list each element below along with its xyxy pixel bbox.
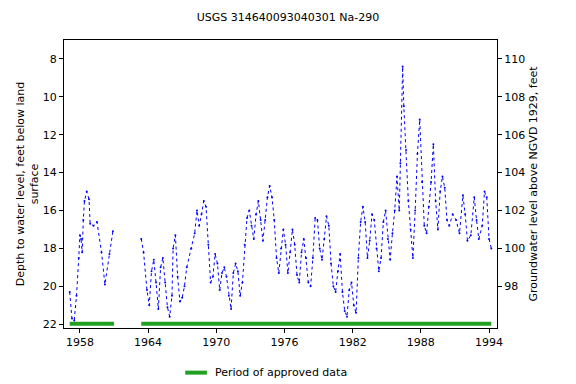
svg-text:Groundwater level above NGVD 1: Groundwater level above NGVD 1929, feet <box>527 66 540 302</box>
svg-text:Depth to water level, feet bel: Depth to water level, feet below landsur… <box>14 82 41 287</box>
svg-text:100: 100 <box>504 242 525 255</box>
svg-text:1982: 1982 <box>339 336 367 349</box>
svg-text:8: 8 <box>50 53 57 66</box>
svg-text:10: 10 <box>43 91 57 104</box>
svg-text:110: 110 <box>504 53 525 66</box>
svg-text:98: 98 <box>504 280 518 293</box>
svg-text:12: 12 <box>43 129 57 142</box>
svg-text:USGS 314640093040301 Na-290: USGS 314640093040301 Na-290 <box>197 11 379 24</box>
svg-text:1988: 1988 <box>407 336 435 349</box>
svg-text:20: 20 <box>43 280 57 293</box>
svg-text:1970: 1970 <box>202 336 230 349</box>
svg-text:104: 104 <box>504 166 525 179</box>
svg-text:18: 18 <box>43 242 57 255</box>
svg-text:102: 102 <box>504 204 525 217</box>
svg-text:16: 16 <box>43 204 57 217</box>
svg-text:1994: 1994 <box>475 336 503 349</box>
svg-text:14: 14 <box>43 166 57 179</box>
svg-text:1976: 1976 <box>270 336 298 349</box>
svg-text:1958: 1958 <box>66 336 94 349</box>
svg-text:Period of approved data: Period of approved data <box>215 366 347 379</box>
svg-text:106: 106 <box>504 129 525 142</box>
svg-text:1964: 1964 <box>134 336 162 349</box>
svg-text:22: 22 <box>43 318 57 331</box>
svg-text:108: 108 <box>504 91 525 104</box>
